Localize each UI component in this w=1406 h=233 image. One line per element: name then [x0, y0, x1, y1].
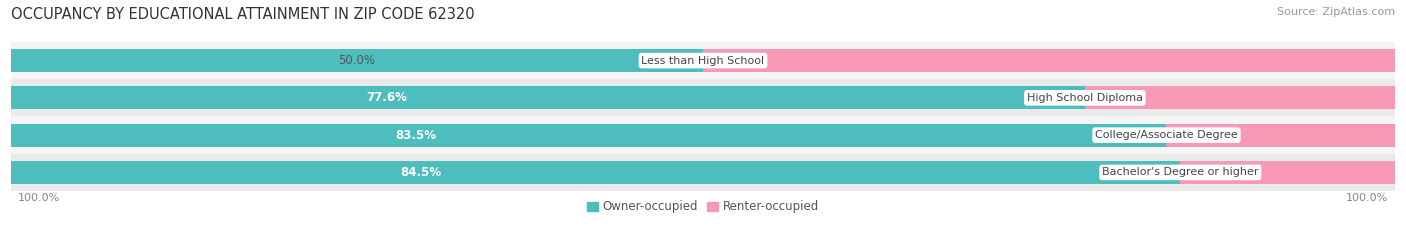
- Bar: [11, 123, 1167, 147]
- Bar: [11, 116, 1395, 154]
- Bar: [11, 161, 1180, 184]
- Text: Bachelor's Degree or higher: Bachelor's Degree or higher: [1102, 168, 1258, 177]
- Text: 100.0%: 100.0%: [1346, 193, 1388, 203]
- Text: Source: ZipAtlas.com: Source: ZipAtlas.com: [1277, 7, 1395, 17]
- Text: 100.0%: 100.0%: [18, 193, 60, 203]
- Bar: [1085, 86, 1395, 110]
- Text: 77.6%: 77.6%: [367, 91, 408, 104]
- Bar: [11, 154, 1395, 191]
- Text: College/Associate Degree: College/Associate Degree: [1095, 130, 1237, 140]
- Text: 84.5%: 84.5%: [399, 166, 441, 179]
- Text: Less than High School: Less than High School: [641, 56, 765, 65]
- Bar: [11, 79, 1395, 116]
- Text: 83.5%: 83.5%: [395, 129, 436, 142]
- Bar: [703, 49, 1395, 72]
- Bar: [11, 86, 1085, 110]
- Bar: [11, 42, 1395, 79]
- Text: 50.0%: 50.0%: [339, 54, 375, 67]
- Bar: [1167, 123, 1395, 147]
- Legend: Owner-occupied, Renter-occupied: Owner-occupied, Renter-occupied: [582, 195, 824, 218]
- Text: High School Diploma: High School Diploma: [1026, 93, 1143, 103]
- Text: OCCUPANCY BY EDUCATIONAL ATTAINMENT IN ZIP CODE 62320: OCCUPANCY BY EDUCATIONAL ATTAINMENT IN Z…: [11, 7, 475, 22]
- Bar: [11, 49, 703, 72]
- Bar: [1180, 161, 1395, 184]
